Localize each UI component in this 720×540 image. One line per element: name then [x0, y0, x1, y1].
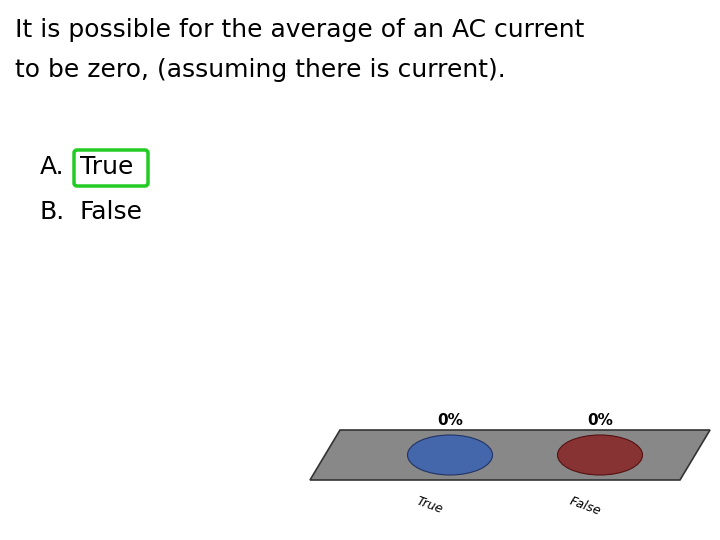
Polygon shape [310, 430, 710, 480]
Text: 0%: 0% [587, 413, 613, 428]
Text: It is possible for the average of an AC current: It is possible for the average of an AC … [15, 18, 585, 42]
Text: False: False [567, 495, 603, 518]
Ellipse shape [408, 435, 492, 475]
Text: False: False [80, 200, 143, 224]
Text: A.: A. [40, 155, 65, 179]
Text: to be zero, (assuming there is current).: to be zero, (assuming there is current). [15, 58, 505, 82]
Ellipse shape [557, 435, 642, 475]
Text: B.: B. [40, 200, 66, 224]
Text: True: True [415, 495, 445, 517]
Text: True: True [80, 155, 133, 179]
Text: 0%: 0% [437, 413, 463, 428]
